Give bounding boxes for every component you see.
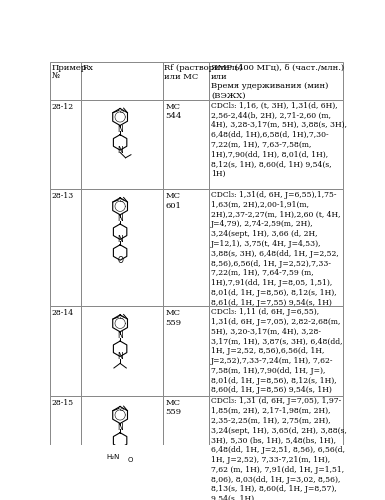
Text: N: N <box>117 146 123 154</box>
Bar <box>163 396 209 496</box>
Text: 28-14: 28-14 <box>51 310 74 318</box>
Bar <box>209 62 343 100</box>
Bar <box>163 306 209 396</box>
Bar <box>163 100 209 190</box>
Text: CDCl₃: 1,16, (t, 3H), 1,31(d, 6H),
2,56-2,44(b, 2H), 2,71-2,60 (m,
4H), 3,28-3,1: CDCl₃: 1,16, (t, 3H), 1,31(d, 6H), 2,56-… <box>211 102 347 178</box>
Text: N: N <box>117 352 123 361</box>
Text: o: o <box>120 198 124 203</box>
Bar <box>81 62 163 100</box>
Text: МС
544: МС 544 <box>165 103 181 120</box>
Bar <box>209 306 343 396</box>
Text: o: o <box>120 315 124 320</box>
Text: МС
601: МС 601 <box>165 192 181 210</box>
Text: 28-15: 28-15 <box>51 399 74 407</box>
Text: CDCl₃: 1,11 (d, 6H, J=6,55),
1,31(d, 6H, J=7,05), 2,82-2,68(m,
5H), 3,20-3,17(m,: CDCl₃: 1,11 (d, 6H, J=6,55), 1,31(d, 6H,… <box>211 308 342 394</box>
Bar <box>163 62 209 100</box>
Text: CDCl₃: 1,31 (d, 6H, J=7,05), 1,97-
1,85(m, 2H), 2,17-1,98(m, 2H),
2,35-2,25(m, 1: CDCl₃: 1,31 (d, 6H, J=7,05), 1,97- 1,85(… <box>211 398 347 500</box>
Bar <box>81 396 163 496</box>
Text: N: N <box>117 235 123 244</box>
Bar <box>50 100 81 190</box>
Bar <box>50 306 81 396</box>
Text: ЯМР (400 МГц), δ (част./млн.)
или
Время удерживания (мин)
(ВЭЖХ): ЯМР (400 МГц), δ (част./млн.) или Время … <box>211 64 344 100</box>
Text: МС
559: МС 559 <box>165 310 181 326</box>
Text: Rf (растворитель)
или МС: Rf (растворитель) или МС <box>164 64 243 81</box>
Text: O: O <box>128 456 133 462</box>
Text: N: N <box>117 423 123 432</box>
Bar <box>50 396 81 496</box>
Text: 28-12: 28-12 <box>51 103 74 111</box>
Bar <box>81 190 163 306</box>
Bar <box>209 100 343 190</box>
Bar <box>50 190 81 306</box>
Bar <box>50 62 81 100</box>
Text: 28-13: 28-13 <box>51 192 74 200</box>
Text: Rx: Rx <box>83 64 94 72</box>
Text: N: N <box>117 331 123 340</box>
Text: Пример
№: Пример № <box>51 64 86 81</box>
Text: CDCl₃: 1,31(d, 6H, J=6,55),1,75-
1,63(m, 2H),2,00-1,91(m,
2H),2,37-2,27(m, 1H),2: CDCl₃: 1,31(d, 6H, J=6,55),1,75- 1,63(m,… <box>211 191 340 306</box>
Bar <box>163 190 209 306</box>
Bar <box>209 190 343 306</box>
Text: o: o <box>120 108 124 114</box>
Bar <box>209 396 343 496</box>
Text: H₂N: H₂N <box>106 454 119 460</box>
Text: N: N <box>117 125 123 134</box>
Text: N: N <box>117 214 123 223</box>
Bar <box>81 100 163 190</box>
Text: O: O <box>117 256 123 264</box>
Text: МС
559: МС 559 <box>165 399 181 416</box>
Text: o: o <box>120 406 124 412</box>
Bar <box>81 306 163 396</box>
